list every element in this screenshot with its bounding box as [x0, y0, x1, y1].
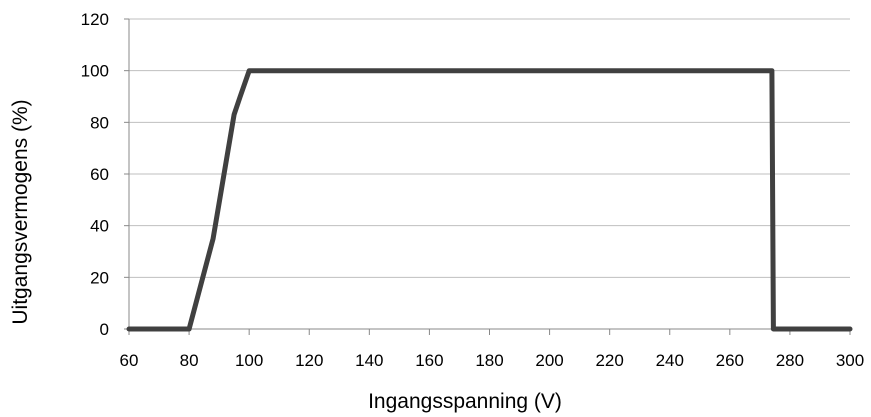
y-tick-label: 0	[100, 320, 109, 339]
x-tick-label: 280	[776, 351, 804, 370]
y-axis-title: Uitgangsvermogens (%)	[9, 99, 32, 324]
y-tick-label: 80	[90, 113, 109, 132]
y-tick-label: 20	[90, 268, 109, 287]
series-layer	[126, 68, 853, 332]
x-tick-labels: 60 80 100 120 140 160 180 200 220 240 260 280 300	[120, 351, 865, 370]
x-tick-label: 180	[475, 351, 503, 370]
y-tick-label: 60	[90, 165, 109, 184]
x-tick-label: 120	[295, 351, 323, 370]
x-tick-label: 140	[355, 351, 383, 370]
y-tick-labels: 0 20 40 60 80 100 120	[81, 10, 109, 339]
x-tick-label: 160	[415, 351, 443, 370]
y-tick-label: 40	[90, 217, 109, 236]
series-line-0	[126, 68, 853, 332]
y-tick-label: 120	[81, 10, 109, 29]
x-tick-label: 60	[120, 351, 139, 370]
x-tick-label: 200	[535, 351, 563, 370]
x-tick-label: 300	[836, 351, 864, 370]
x-axis-title: Ingangsspanning (V)	[368, 390, 562, 413]
x-tick-label: 80	[180, 351, 199, 370]
x-tick-label: 240	[656, 351, 684, 370]
x-tick-label: 100	[235, 351, 263, 370]
axes	[124, 18, 851, 335]
x-tick-label: 260	[716, 351, 744, 370]
x-tick-label: 220	[595, 351, 623, 370]
gridlines	[129, 18, 850, 278]
y-tick-label: 100	[81, 62, 109, 81]
